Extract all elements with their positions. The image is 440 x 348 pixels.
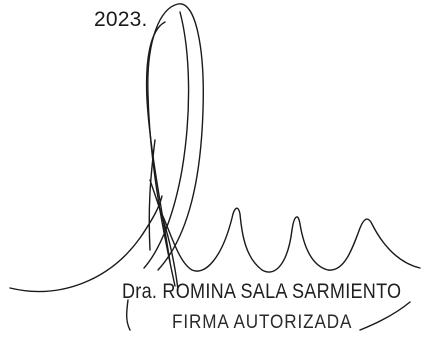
signatory-name: Dra. ROMINA SALA SARMIENTO [122,280,402,303]
year-text: 2023. [94,8,148,31]
authorized-signature-label: FIRMA AUTORIZADA [172,312,353,333]
